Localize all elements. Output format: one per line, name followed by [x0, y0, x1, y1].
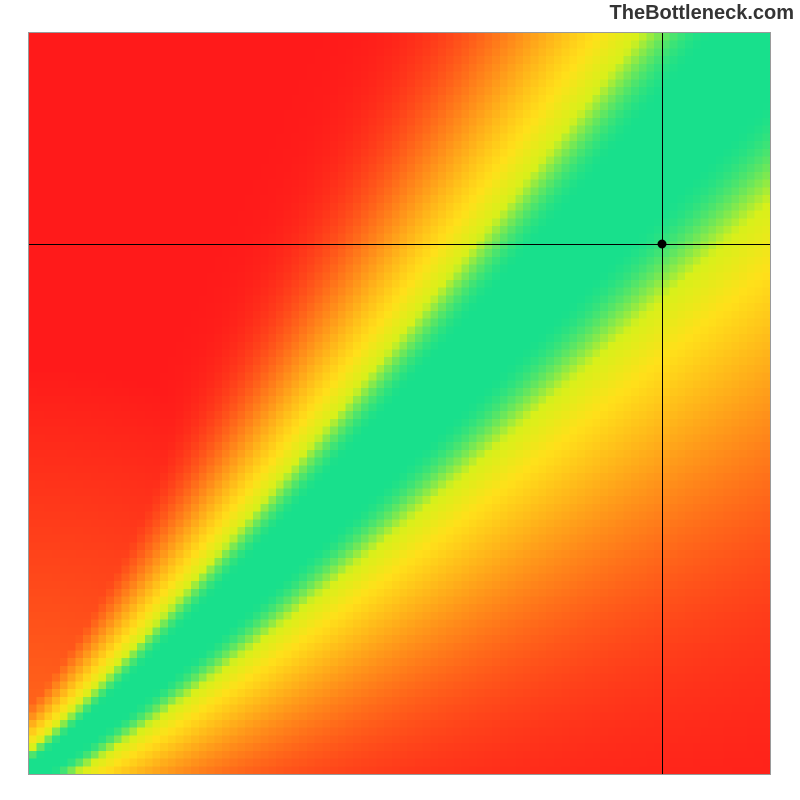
heatmap-canvas [29, 33, 770, 774]
heatmap-plot [28, 32, 771, 775]
watermark-label: TheBottleneck.com [610, 0, 800, 25]
